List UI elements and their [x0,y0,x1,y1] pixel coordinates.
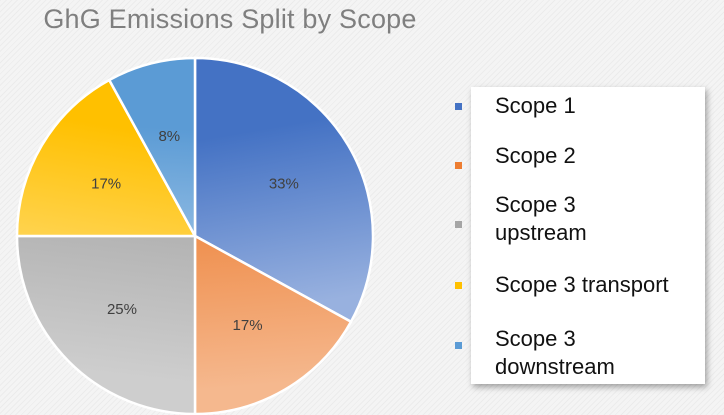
pie-label-scope-3-transport: 17% [91,175,121,192]
legend-label-scope-2: Scope 2 [495,143,576,168]
pie-slice-scope-1 [193,56,375,324]
pie-slice-scope-3-transport [15,78,198,238]
pie-label-scope-2: 17% [233,317,263,334]
legend-marker-scope-1 [455,103,462,110]
legend-label-scope-3-upstream: Scope 3 upstream [495,192,587,245]
legend-marker-scope-3-upstream [455,221,462,228]
legend-label-scope-1: Scope 1 [495,93,576,118]
chart-title: GhG Emissions Split by Scope [43,4,417,34]
legend-marker-scope-3-downstream [455,342,462,349]
pie-label-scope-3-upstream: 25% [107,301,137,318]
legend-label-scope-3-transport: Scope 3 transport [495,272,669,297]
legend-box: Scope 1 Scope 2 Scope 3 upstream Scope 3… [471,87,705,384]
pie-slice-scope-2 [193,233,353,415]
pie-chart: 33% 17% 25% 17% 8% [15,56,375,415]
pie-label-scope-3-downstream: 8% [158,128,180,145]
legend-markers [455,90,475,390]
legend-label-scope-3-downstream: Scope 3 downstream [495,326,615,379]
legend-marker-scope-3-transport [455,282,462,289]
pie-slice-scope-3-downstream [107,56,197,237]
legend-marker-scope-2 [455,162,462,169]
pie-label-scope-1: 33% [269,175,299,192]
pie-slice-scope-3-upstream [15,234,197,415]
